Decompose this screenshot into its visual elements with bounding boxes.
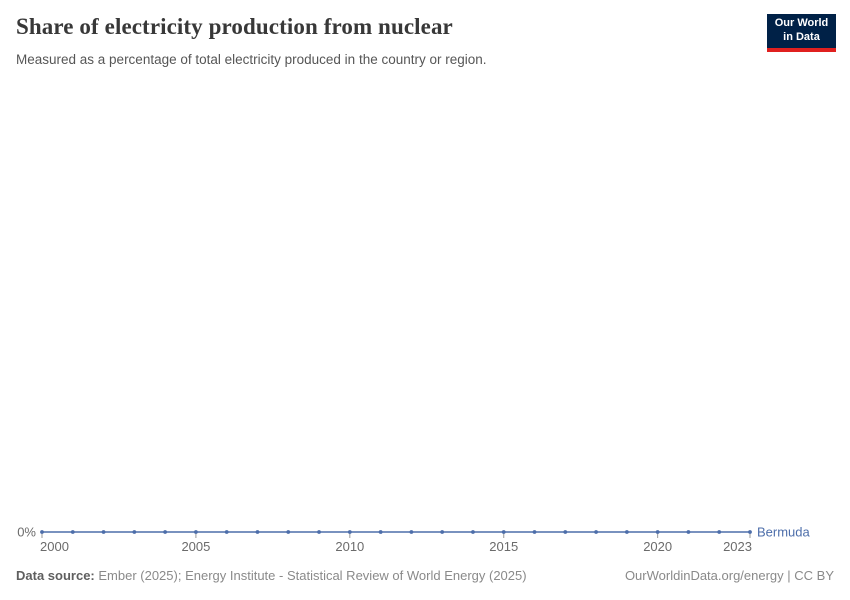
license-link[interactable]: OurWorldinData.org/energy | CC BY [624,568,834,583]
line-chart[interactable]: 2000 2005 2010 2015 2020 2023 0% Bermuda [0,90,850,555]
data-point[interactable] [717,530,722,534]
x-axis-label: 2015 [489,539,518,554]
data-point[interactable] [40,530,44,534]
data-point[interactable] [194,530,198,534]
data-point[interactable] [378,530,383,534]
data-point[interactable] [286,530,291,534]
data-point[interactable] [594,530,598,534]
data-point[interactable] [347,530,352,534]
x-axis-label: 2023 [723,539,752,554]
data-source-text: Ember (2025); Energy Institute - Statist… [94,568,527,583]
owid-logo[interactable]: Our World in Data [767,14,836,52]
data-point[interactable] [532,530,537,534]
x-axis-label: 2020 [643,539,672,554]
page-title: Share of electricity production from nuc… [16,14,453,39]
data-source-note[interactable]: Data source: Ember (2025); Energy Instit… [16,568,527,583]
data-point[interactable] [224,530,229,534]
x-axis-label: 2010 [335,539,364,554]
data-point[interactable] [132,530,137,534]
entity-label[interactable]: Bermuda [757,525,811,540]
data-point[interactable] [501,530,506,534]
data-point[interactable] [101,530,106,534]
data-point[interactable] [440,530,445,534]
data-point[interactable] [317,530,321,534]
data-point[interactable] [471,530,475,534]
data-point[interactable] [163,530,168,534]
data-source-label: Data source: [16,568,95,583]
data-point[interactable] [255,530,260,534]
data-point[interactable] [624,530,629,534]
x-axis-label: 2000 [40,539,69,554]
data-point[interactable] [748,530,752,534]
owid-logo-line1: Our World [774,17,829,30]
data-point[interactable] [70,530,75,534]
chart-subtitle: Measured as a percentage of total electr… [16,52,487,67]
owid-logo-line2: in Data [783,31,820,43]
chart-canvas[interactable]: 2000 2005 2010 2015 2020 2023 0% Bermuda [0,90,850,555]
data-point[interactable] [655,530,660,534]
data-point[interactable] [563,530,568,534]
data-point[interactable] [409,530,414,534]
data-point[interactable] [686,530,691,534]
x-axis-label: 2005 [181,539,210,554]
y-axis-label: 0% [17,525,36,540]
chart-footer: Data source: Ember (2025); Energy Instit… [16,568,834,583]
